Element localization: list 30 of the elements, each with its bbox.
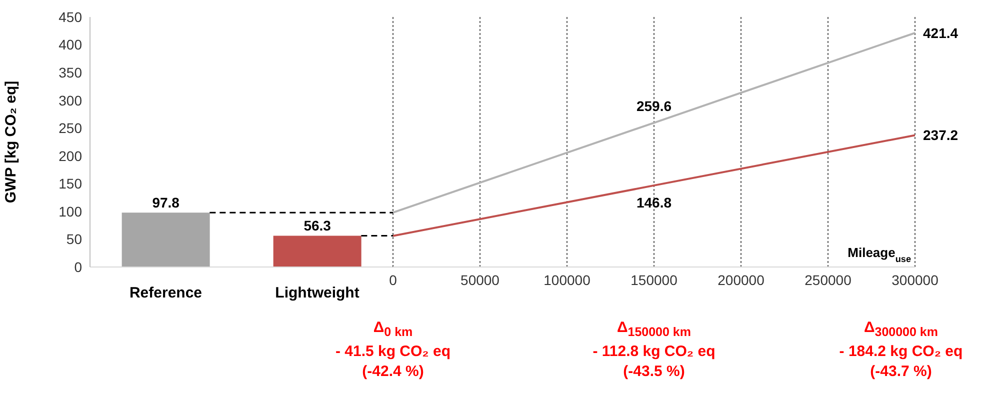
y-tick-label: 0 — [74, 258, 82, 275]
data-label: 421.4 — [923, 24, 958, 41]
data-label: 56.3 — [304, 218, 332, 234]
y-axis-title: GWP [kg CO₂ eq] — [2, 80, 20, 204]
text: Δ$_{300000 km}$ - 184.2 kg CO₂ eq (-43.7 %) — [838, 318, 964, 382]
y-tick-label: 350 — [58, 64, 82, 81]
data-label: 237.2 — [923, 127, 958, 144]
text: Δ$_{150000 km}$ - 112.8 kg CO₂ eq (-43.5 %) — [592, 318, 716, 382]
data-label: 97.8 — [152, 194, 180, 211]
data-label: 146.8 — [636, 194, 672, 210]
x-tick-label: 150000 — [630, 272, 678, 288]
y-tick-label: 150 — [58, 176, 82, 192]
y-tick-label: 200 — [58, 148, 82, 164]
data-label: 259.6 — [636, 98, 672, 114]
x-tick-label: 100000 — [544, 272, 591, 288]
x-tick-label: 50000 — [460, 272, 500, 288]
x-tick-label: Lightweight — [275, 284, 360, 302]
y-tick-label: 50 — [66, 231, 82, 248]
y-tick-label: 100 — [58, 203, 82, 220]
text: Δ$_{0 km}$ - 41.5 kg CO₂ eq (-42.4 %) — [334, 318, 452, 382]
x-tick-label: 250000 — [804, 272, 852, 288]
x-tick-label: 300000 — [892, 272, 939, 288]
y-tick-label: 450 — [58, 8, 82, 25]
x-tick-label: 0 — [389, 272, 398, 288]
x-axis-title: Mileage$_{use}$ — [848, 245, 911, 264]
y-tick-label: 400 — [58, 36, 82, 53]
y-tick-label: 250 — [58, 120, 82, 136]
y-tick-label: 300 — [58, 92, 82, 108]
x-tick-label: 200000 — [718, 272, 765, 288]
x-tick-label: Reference — [129, 284, 202, 302]
